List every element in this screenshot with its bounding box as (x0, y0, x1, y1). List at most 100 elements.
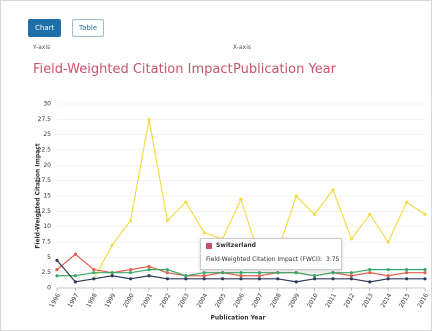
data-point (349, 277, 353, 281)
x-tick-label: 2010 (306, 292, 320, 309)
data-point (349, 274, 353, 278)
data-point (184, 200, 188, 204)
data-point (110, 271, 114, 275)
data-point (129, 268, 133, 272)
data-point (129, 218, 133, 223)
data-point (73, 280, 77, 284)
data-point (165, 271, 169, 275)
x-tick-label: 2006 (232, 292, 246, 309)
data-point (313, 274, 317, 278)
tooltip-title: Switzerland (216, 242, 256, 249)
y-tick-label: 15 (43, 193, 51, 200)
axis-selector-label[interactable]: Y-axis (33, 44, 51, 51)
y-tick-label: 0 (47, 285, 51, 292)
data-point (165, 218, 169, 223)
data-point (92, 277, 96, 281)
y-tick-label: 5 (47, 254, 51, 261)
x-tick-label: 1996 (48, 292, 62, 309)
x-tick-label: 2000 (122, 292, 136, 309)
data-point (55, 258, 59, 262)
data-point (331, 271, 335, 275)
data-point (184, 277, 188, 281)
data-point (368, 280, 372, 284)
data-point (276, 271, 280, 275)
x-tick-label: 2012 (343, 292, 357, 309)
data-point (294, 280, 298, 284)
data-point (165, 268, 169, 272)
tooltip-text: Field-Weighted Citation Impact (FWCI): (206, 256, 323, 263)
x-tick-label: 2003 (177, 292, 191, 309)
data-point (423, 268, 427, 272)
data-point (239, 277, 243, 281)
data-point (405, 200, 409, 204)
data-point (239, 197, 243, 201)
data-point (313, 277, 317, 281)
x-tick-label: 2007 (251, 292, 265, 309)
x-tick-label: 2016 (416, 292, 430, 309)
data-point (110, 243, 114, 247)
chart-button[interactable]: Chart (28, 19, 62, 37)
tooltip: Switzerland Field-Weighted Citation Impa… (200, 238, 342, 270)
data-point (147, 268, 151, 272)
data-point (423, 212, 427, 216)
data-point (294, 194, 298, 198)
data-point (313, 212, 317, 216)
y-tick-label: 22.5 (38, 147, 52, 154)
metric-selector[interactable]: Field-Weighted Citation Impact (33, 62, 233, 77)
data-point (239, 274, 243, 278)
y-tick-label: 2.5 (41, 269, 51, 276)
data-point (368, 268, 372, 272)
data-point (165, 277, 169, 281)
data-point (202, 231, 206, 235)
data-point (92, 271, 96, 275)
y-tick-label: 25 (43, 131, 51, 138)
data-point (73, 252, 77, 256)
data-point (368, 212, 372, 216)
data-point (386, 277, 390, 281)
data-point (423, 277, 427, 281)
data-point (331, 188, 335, 192)
data-point (147, 264, 151, 269)
x-tick-label: 2008 (269, 292, 283, 309)
data-point (147, 117, 151, 121)
x-axis-title: Publication Year (211, 315, 266, 322)
data-point (331, 277, 335, 281)
y-tick-label: 10 (43, 223, 51, 230)
data-point (276, 277, 280, 281)
data-point (129, 277, 133, 281)
data-point (184, 274, 188, 278)
data-point (368, 271, 372, 275)
x-tick-label: 1998 (85, 292, 99, 309)
x-tick-label: 2015 (398, 292, 412, 309)
y-tick-label: 12.5 (38, 208, 52, 215)
data-point (386, 240, 390, 244)
y-tick-label: 30 (43, 101, 51, 108)
data-point (239, 271, 243, 275)
x-tick-label: 2004 (196, 292, 210, 309)
data-point (386, 268, 390, 272)
table-button[interactable]: Table (72, 19, 105, 37)
y-tick-label: 20 (43, 162, 51, 169)
axis-selector-label[interactable]: X-axis (233, 44, 251, 51)
x-tick-label: 2005 (214, 292, 228, 309)
data-point (129, 271, 133, 275)
y-axis-title: Field-Weighted Citation Impact (35, 143, 42, 248)
data-point (92, 268, 96, 272)
data-point (202, 277, 206, 281)
tooltip-icon (206, 243, 212, 249)
data-point (423, 271, 427, 275)
data-point (294, 271, 298, 275)
x-tick-label: 2009 (288, 292, 302, 309)
data-point (73, 274, 77, 278)
data-point (257, 271, 261, 275)
data-point (110, 274, 114, 278)
y-tick-label: 27.5 (38, 116, 52, 123)
y-tick-label: 7.5 (41, 239, 51, 246)
data-point (55, 268, 59, 272)
x-tick-label: 2001 (140, 292, 154, 309)
metric-selector[interactable]: Publication Year (233, 62, 336, 77)
data-point (405, 268, 409, 272)
data-point (349, 271, 353, 275)
x-tick-label: 2014 (380, 292, 394, 309)
data-point (405, 277, 409, 281)
